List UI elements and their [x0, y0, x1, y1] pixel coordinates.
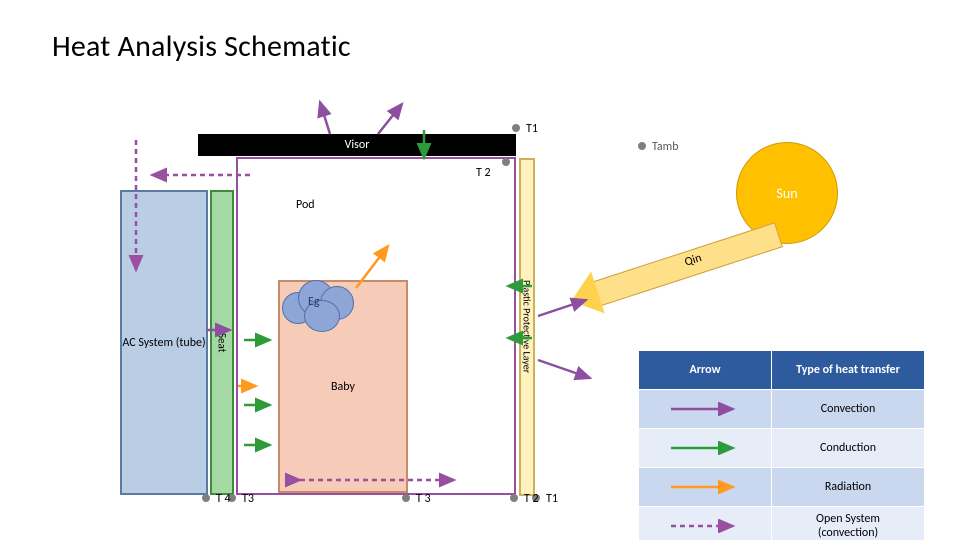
legend-header-arrow: Arrow [639, 351, 772, 390]
legend-label-conduction: Conduction [772, 429, 925, 468]
legend-arrow-radiation [639, 468, 772, 507]
legend-arrow-open_system [639, 507, 772, 540]
arrow-conv_out_r1 [538, 300, 586, 316]
arrow-conv_out_top1 [320, 102, 330, 134]
legend-header-type: Type of heat transfer [772, 351, 925, 390]
arrow-conv_out_top2 [378, 104, 402, 134]
legend-label-radiation: Radiation [772, 468, 925, 507]
arrow-conv_out_r2 [538, 360, 590, 378]
legend-arrow-conduction [639, 429, 772, 468]
legend-label-convection: Convection [772, 390, 925, 429]
legend-table: Arrow Type of heat transfer ConvectionCo… [638, 350, 925, 540]
legend-arrow-convection [639, 390, 772, 429]
legend-label-open_system: Open System (convection) [772, 507, 925, 540]
arrow-rad_baby_out [356, 246, 388, 288]
